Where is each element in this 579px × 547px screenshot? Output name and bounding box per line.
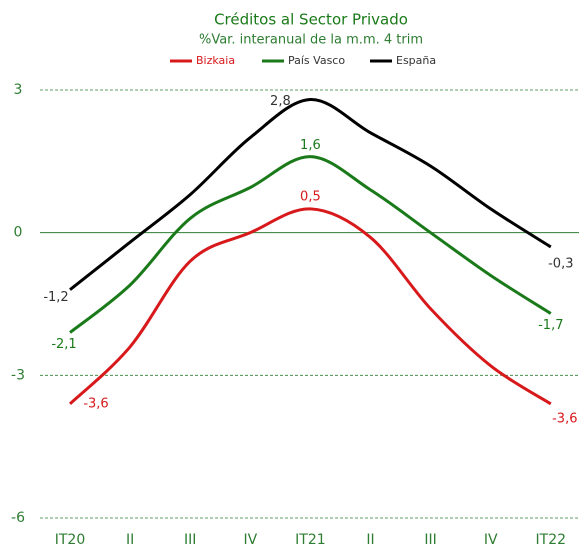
legend-label: País Vasco [288,54,345,67]
data-label: -3,6 [83,396,108,411]
x-tick-label: II [126,532,134,547]
legend-label: España [396,54,436,67]
chart-title: Créditos al Sector Privado [214,11,408,29]
y-tick-label: -3 [11,367,25,383]
legend-label: Bizkaia [196,54,235,67]
x-tick-label: IT21 [295,532,326,547]
data-label: -0,3 [548,256,573,271]
x-tick-label: II [366,532,374,547]
data-label: 0,5 [300,189,321,204]
x-tick-label: III [184,532,196,547]
data-label: 2,8 [270,94,291,109]
chart-subtitle: %Var. interanual de la m.m. 4 trim [199,33,423,48]
y-tick-label: 0 [14,225,23,241]
data-label: -3,6 [552,411,577,426]
y-tick-label: -6 [11,510,25,526]
series-line [69,155,552,334]
x-tick-label: IV [484,532,498,547]
x-tick-label: IT22 [536,532,567,547]
x-tick-label: III [424,532,436,547]
y-tick-label: 3 [14,82,23,98]
series-line [68,207,552,406]
data-label: -1,7 [538,318,563,333]
x-tick-label: IT20 [55,532,86,547]
data-label: 1,6 [300,138,321,153]
series-line [69,98,552,291]
data-label: -2,1 [51,337,76,352]
data-label: -1,2 [43,290,68,305]
x-tick-label: IV [243,532,257,547]
